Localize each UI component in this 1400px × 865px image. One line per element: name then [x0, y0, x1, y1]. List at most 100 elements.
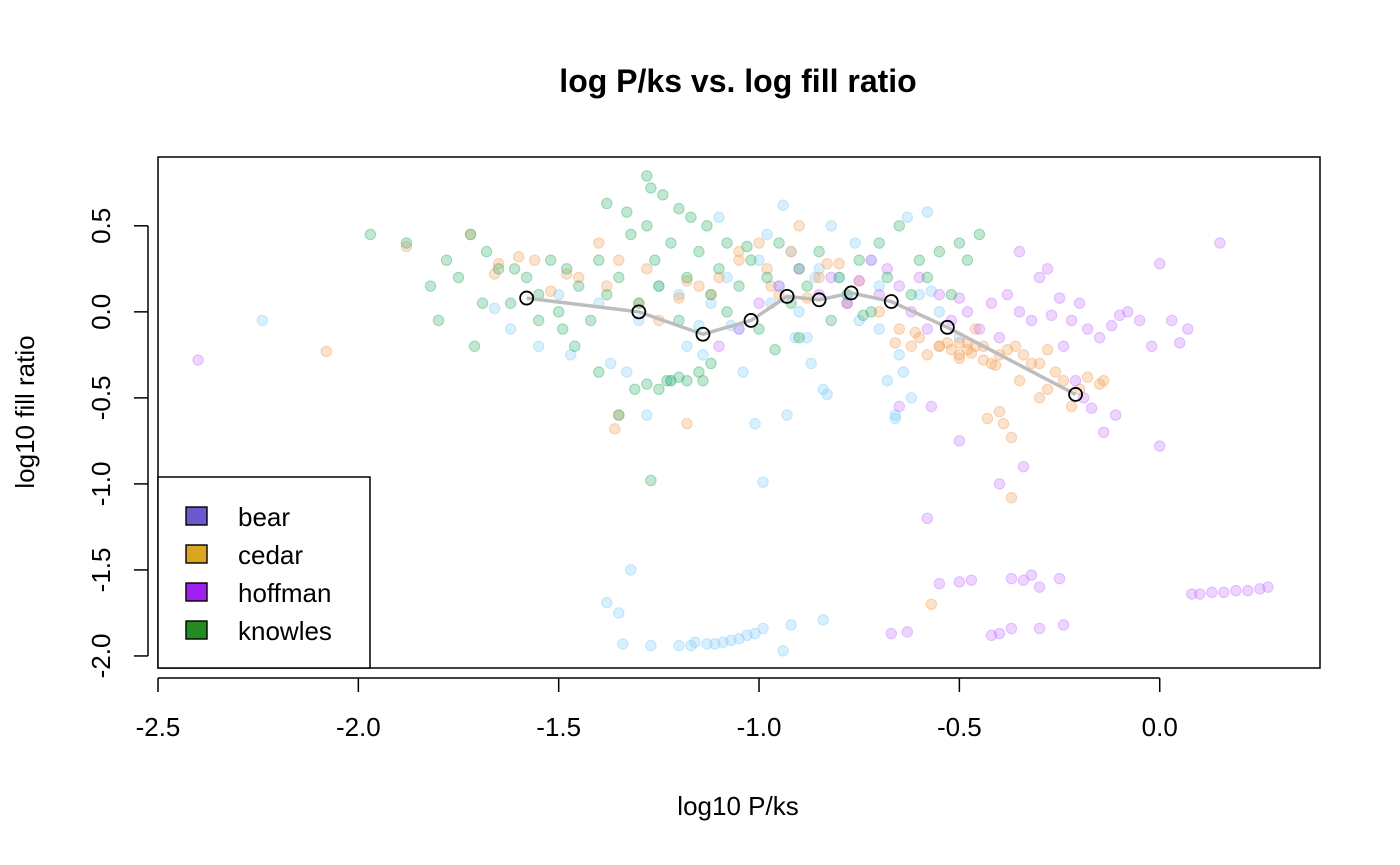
- point-bear: [641, 409, 653, 421]
- point-cedar: [1013, 374, 1026, 387]
- legend: bear cedar hoffman knowles: [157, 476, 371, 669]
- point-cedar: [1017, 349, 1030, 361]
- point-knowles: [504, 297, 517, 309]
- point-knowles: [701, 220, 713, 232]
- point-knowles: [653, 383, 665, 395]
- point-cedar: [909, 326, 922, 339]
- point-hoffman: [1097, 426, 1110, 438]
- point-knowles: [532, 314, 545, 327]
- point-hoffman: [1186, 588, 1198, 600]
- point-knowles: [773, 237, 785, 249]
- point-cedar: [953, 349, 966, 361]
- legend-swatch-cedar: [185, 544, 208, 564]
- trend-point: [843, 285, 859, 301]
- point-hoffman: [1013, 245, 1026, 258]
- point-hoffman: [793, 263, 805, 275]
- point-cedar: [641, 263, 653, 275]
- point-hoffman: [985, 629, 998, 642]
- point-bear: [805, 357, 817, 370]
- point-bear: [809, 271, 821, 284]
- chart-title: log P/ks vs. log fill ratio: [559, 63, 916, 99]
- point-bear: [925, 285, 938, 297]
- point-cedar: [705, 288, 717, 301]
- point-cedar: [1001, 344, 1014, 356]
- point-bear: [865, 254, 877, 266]
- point-hoffman: [1093, 331, 1106, 344]
- point-bear: [625, 564, 637, 576]
- point-cedar: [561, 268, 573, 280]
- x-tick-label: -0.5: [937, 712, 982, 742]
- point-cedar: [1005, 491, 1018, 504]
- point-cedar: [1041, 383, 1054, 395]
- point-cedar: [933, 340, 946, 352]
- point-hoffman: [1033, 271, 1046, 284]
- point-knowles: [833, 271, 845, 284]
- point-knowles: [508, 263, 521, 275]
- point-hoffman: [1230, 584, 1242, 597]
- point-bear: [781, 409, 793, 421]
- plot-frame: [157, 156, 1321, 669]
- point-knowles: [641, 220, 653, 232]
- data-points: [192, 170, 1274, 657]
- point-knowles: [625, 228, 637, 241]
- point-cedar: [921, 349, 934, 361]
- trend-point: [811, 292, 827, 308]
- trend-point: [519, 290, 535, 306]
- point-bear: [673, 639, 685, 652]
- point-cedar: [512, 251, 525, 263]
- point-knowles: [697, 374, 709, 387]
- point-hoffman: [1194, 588, 1206, 600]
- point-knowles: [853, 254, 865, 266]
- point-hoffman: [1242, 584, 1254, 597]
- point-bear: [785, 619, 797, 631]
- point-hoffman: [192, 354, 204, 366]
- point-knowles: [893, 220, 905, 232]
- point-cedar: [1049, 366, 1062, 378]
- point-bear: [617, 638, 629, 650]
- legend-label-hoffman: hoffman: [238, 578, 331, 608]
- point-cedar: [981, 412, 994, 425]
- point-hoffman: [1105, 319, 1118, 332]
- point-knowles: [693, 245, 705, 258]
- point-knowles: [424, 280, 437, 292]
- point-cedar: [933, 340, 946, 352]
- point-bear: [833, 271, 845, 284]
- point-bear: [613, 607, 625, 619]
- point-bear: [725, 634, 737, 647]
- y-tick-label: -0.5: [86, 375, 116, 420]
- point-bear: [713, 211, 725, 223]
- point-hoffman: [1057, 340, 1070, 352]
- point-hoffman: [993, 627, 1006, 640]
- point-knowles: [665, 237, 677, 249]
- point-hoffman: [1254, 583, 1266, 595]
- point-knowles: [452, 271, 465, 284]
- point-hoffman: [1154, 440, 1166, 452]
- point-cedar: [673, 292, 685, 304]
- point-hoffman: [773, 280, 785, 292]
- point-knowles: [649, 254, 661, 266]
- point-hoffman: [925, 400, 938, 413]
- point-cedar: [320, 345, 332, 358]
- point-knowles: [476, 297, 489, 309]
- point-hoffman: [933, 577, 946, 590]
- point-hoffman: [1013, 306, 1026, 318]
- point-bear: [881, 374, 893, 387]
- point-knowles: [464, 228, 477, 241]
- point-hoffman: [953, 576, 966, 588]
- x-tick-label: 0.0: [1142, 712, 1178, 742]
- y-tick-label: -1.0: [86, 461, 116, 506]
- point-hoffman: [913, 271, 926, 284]
- point-hoffman: [1057, 619, 1070, 631]
- point-bear: [873, 280, 885, 292]
- point-knowles: [913, 254, 926, 266]
- point-hoffman: [1033, 581, 1046, 593]
- trend-point: [883, 294, 899, 309]
- point-knowles: [552, 306, 565, 318]
- point-bear: [821, 388, 833, 401]
- point-hoffman: [1113, 309, 1126, 321]
- point-knowles: [432, 314, 445, 327]
- point-hoffman: [973, 323, 986, 335]
- point-bear: [773, 280, 785, 292]
- point-knowles: [520, 271, 533, 284]
- point-hoffman: [1218, 586, 1230, 598]
